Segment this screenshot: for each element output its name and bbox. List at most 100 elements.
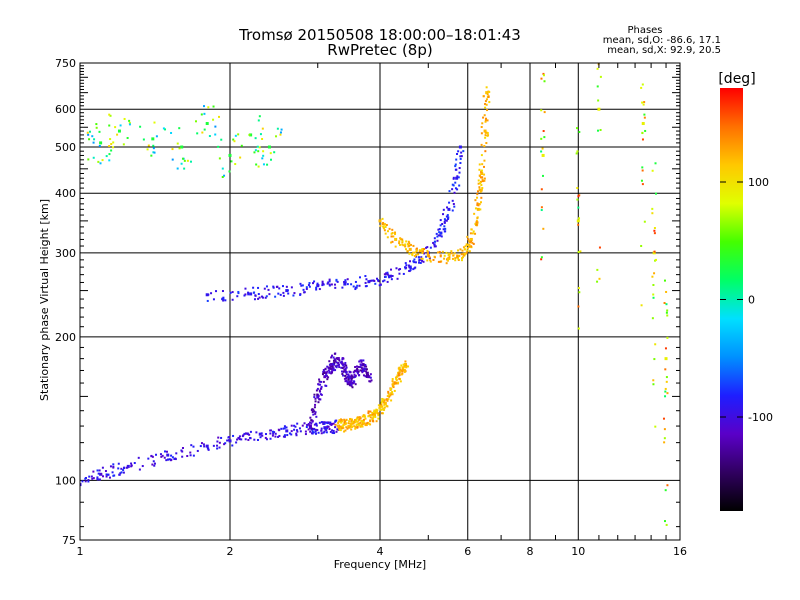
echo-dot: [437, 228, 440, 231]
echo-dot: [273, 151, 276, 154]
echo-dot: [272, 432, 275, 435]
trace-point: [641, 122, 645, 126]
echo-dot: [271, 434, 274, 437]
echo-dot: [96, 478, 99, 481]
echo-dot: [654, 343, 657, 346]
echo-dot: [338, 419, 341, 422]
echo-dot: [443, 225, 446, 228]
echo-dot: [540, 77, 543, 80]
trace-point: [205, 293, 209, 297]
echo-dot: [293, 292, 296, 295]
echo-dot: [412, 260, 415, 263]
echo-dot: [540, 150, 543, 153]
echo-dot: [433, 245, 436, 248]
echo-dot: [398, 272, 401, 275]
echo-dot: [350, 426, 353, 429]
echo-dot: [476, 203, 479, 206]
echo-dot: [364, 424, 367, 427]
echo-dot: [654, 192, 657, 195]
echo-dot: [484, 119, 487, 122]
echo-dot: [485, 91, 488, 94]
echo-dot: [328, 278, 331, 281]
echo-dot: [665, 303, 668, 306]
echo-dot: [196, 132, 199, 135]
echo-dot: [435, 232, 438, 235]
echo-dot: [264, 433, 267, 436]
echo-dot: [181, 450, 184, 453]
echo-dot: [295, 434, 298, 437]
echo-dot: [579, 250, 582, 253]
echo-dot: [484, 134, 487, 137]
echo-dot: [130, 465, 133, 468]
echo-dot: [486, 93, 489, 96]
echo-dot: [451, 199, 454, 202]
echo-dot: [456, 175, 459, 178]
echo-dot: [348, 418, 351, 421]
echo-dot: [359, 417, 362, 420]
echo-dot: [311, 420, 314, 423]
echo-dot: [380, 408, 383, 411]
echo-dot: [413, 267, 416, 270]
echo-dot: [256, 145, 259, 148]
echo-dot: [452, 202, 455, 205]
echo-dot: [472, 242, 475, 245]
echo-dot: [332, 356, 335, 359]
echo-dot: [415, 250, 418, 253]
echo-dot: [388, 276, 391, 279]
echo-dot: [128, 119, 131, 122]
echo-dot: [159, 453, 162, 456]
echo-dot: [407, 365, 410, 368]
echo-dot: [540, 256, 543, 259]
echo-dot: [406, 250, 409, 253]
echo-dot: [456, 254, 459, 257]
echo-dot: [426, 250, 429, 253]
echo-dot: [340, 419, 343, 422]
echo-dot: [412, 244, 415, 247]
echo-dot: [361, 423, 364, 426]
echo-dot: [481, 180, 484, 183]
echo-dot: [403, 369, 406, 372]
echo-dot: [264, 296, 267, 299]
echo-dot: [347, 422, 350, 425]
echo-dot: [470, 240, 473, 243]
echo-dot: [114, 126, 117, 129]
echo-dot: [235, 441, 238, 444]
y-tick-label: 100: [55, 474, 76, 487]
echo-dot: [100, 473, 103, 476]
echo-dot: [596, 67, 599, 70]
trace-point: [267, 145, 271, 149]
echo-dot: [279, 293, 282, 296]
echo-dot: [388, 227, 391, 230]
echo-dot: [317, 284, 320, 287]
echo-dot: [404, 243, 407, 246]
echo-dot: [155, 135, 158, 138]
echo-dot: [597, 99, 600, 102]
echo-dot: [313, 280, 316, 283]
y-tick-label: 75: [62, 534, 76, 547]
echo-dot: [268, 293, 271, 296]
echo-dot: [87, 158, 90, 161]
echo-dot: [398, 240, 401, 243]
echo-dot: [334, 419, 337, 422]
colorbar-tick-label: 100: [748, 176, 769, 189]
echo-dot: [318, 421, 321, 424]
echo-dot: [321, 280, 324, 283]
echo-dot: [328, 370, 331, 373]
echo-dot: [477, 190, 480, 193]
echo-dot: [394, 238, 397, 241]
echo-dot: [540, 137, 543, 140]
echo-dot: [104, 470, 107, 473]
echo-dot: [108, 159, 111, 162]
echo-dot: [663, 520, 666, 523]
echo-dot: [398, 242, 401, 245]
echo-dot: [353, 420, 356, 423]
echo-dot: [147, 457, 150, 460]
echo-dot: [375, 277, 378, 280]
echo-dot: [322, 380, 325, 383]
echo-dot: [171, 148, 174, 151]
echo-dot: [465, 251, 468, 254]
echo-dot: [98, 130, 101, 133]
echo-dot: [183, 167, 186, 170]
echo-dot: [369, 414, 372, 417]
echo-dot: [486, 109, 489, 112]
